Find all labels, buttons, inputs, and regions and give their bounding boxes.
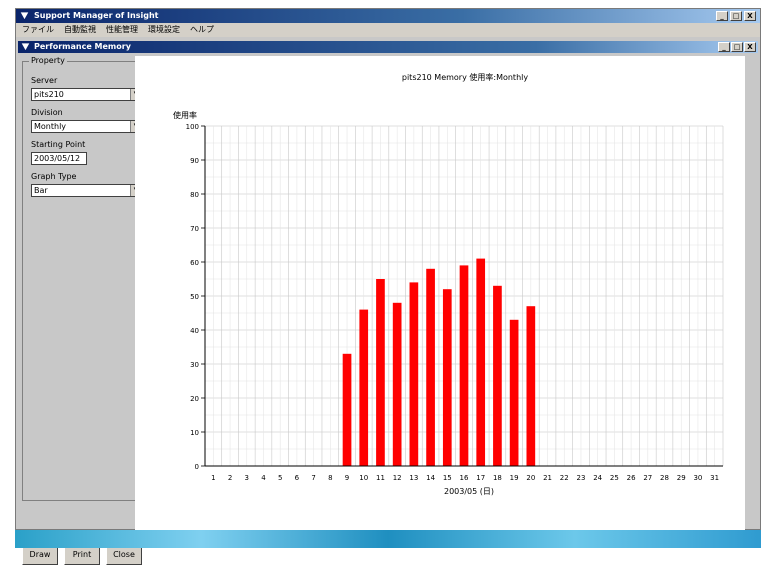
x-tick-label: 13 (409, 474, 418, 482)
starting-point-label: Starting Point (31, 140, 86, 149)
x-tick-label: 21 (543, 474, 552, 482)
bar-day-10 (359, 309, 369, 466)
y-tick-label: 80 (190, 191, 199, 199)
division-value: Monthly (34, 122, 67, 131)
bar-day-12 (392, 302, 402, 466)
y-tick-label: 70 (190, 225, 199, 233)
x-tick-label: 16 (460, 474, 469, 482)
division-label: Division (31, 108, 63, 117)
y-tick-label: 20 (190, 395, 199, 403)
server-value: pits210 (34, 90, 64, 99)
property-group-label: Property (29, 56, 67, 65)
menu-auto-monitor[interactable]: 自動監視 (64, 25, 96, 34)
close-window-button[interactable]: X (744, 11, 756, 21)
x-tick-label: 26 (627, 474, 636, 482)
bar-day-19 (509, 319, 519, 466)
x-tick-label: 22 (560, 474, 569, 482)
menu-file[interactable]: ファイル (22, 25, 54, 34)
x-tick-label: 18 (493, 474, 502, 482)
x-tick-label: 29 (677, 474, 686, 482)
menu-bar: ファイル 自動監視 性能管理 環境設定 ヘルプ (16, 23, 760, 37)
bar-day-11 (376, 279, 385, 466)
x-tick-label: 20 (526, 474, 535, 482)
x-tick-label: 12 (393, 474, 402, 482)
x-tick-label: 25 (610, 474, 619, 482)
starting-point-input[interactable]: 2003/05/12 (31, 152, 87, 165)
inner-minimize-button[interactable]: _ (718, 42, 730, 52)
x-axis-label: 2003/05 (日) (444, 487, 494, 496)
menu-performance[interactable]: 性能管理 (106, 25, 138, 34)
x-tick-label: 15 (443, 474, 452, 482)
y-tick-label: 40 (190, 327, 199, 335)
maximize-button[interactable]: □ (730, 11, 742, 21)
x-tick-label: 2 (228, 474, 232, 482)
y-tick-label: 0 (195, 463, 199, 471)
desktop-background-strip (15, 530, 761, 548)
x-tick-label: 6 (295, 474, 300, 482)
server-select[interactable]: pits210 ▼ (31, 88, 143, 101)
y-axis-label: 使用率 (173, 110, 197, 120)
x-tick-label: 8 (328, 474, 332, 482)
chart-title: pits210 Memory 使用率:Monthly (402, 72, 528, 82)
property-panel: Property Server pits210 ▼ Division Month… (18, 55, 144, 565)
chart-area: pits210 Memory 使用率:Monthly 使用率 2003/05 (… (135, 56, 745, 530)
x-tick-label: 23 (577, 474, 586, 482)
x-tick-label: 7 (311, 474, 315, 482)
division-select[interactable]: Monthly ▼ (31, 120, 143, 133)
y-tick-label: 10 (190, 429, 199, 437)
property-group: Property Server pits210 ▼ Division Month… (22, 56, 143, 501)
x-tick-label: 30 (693, 474, 702, 482)
server-label: Server (31, 76, 58, 85)
x-tick-label: 1 (211, 474, 215, 482)
x-tick-label: 17 (476, 474, 485, 482)
bar-day-13 (409, 282, 419, 466)
bar-day-16 (459, 265, 469, 466)
app-icon (19, 11, 30, 21)
window-icon (20, 42, 31, 52)
bar-day-14 (426, 268, 435, 466)
bar-day-15 (442, 289, 452, 466)
inner-title-bar[interactable]: Performance Memory _ □ X (18, 41, 758, 53)
x-tick-label: 3 (245, 474, 249, 482)
x-tick-label: 14 (426, 474, 435, 482)
x-tick-label: 28 (660, 474, 669, 482)
graph-type-select[interactable]: Bar ▼ (31, 184, 143, 197)
menu-help[interactable]: ヘルプ (190, 25, 214, 34)
menu-settings[interactable]: 環境設定 (148, 25, 180, 34)
bar-day-17 (476, 258, 486, 466)
x-tick-label: 19 (510, 474, 519, 482)
inner-close-button[interactable]: X (744, 42, 756, 52)
x-tick-label: 24 (593, 474, 602, 482)
bar-day-20 (526, 306, 536, 466)
inner-maximize-button[interactable]: □ (731, 42, 743, 52)
x-tick-label: 31 (710, 474, 719, 482)
x-tick-label: 9 (345, 474, 349, 482)
draw-button[interactable]: Draw (22, 545, 58, 565)
x-tick-label: 5 (278, 474, 282, 482)
x-tick-label: 4 (261, 474, 266, 482)
graph-type-value: Bar (34, 186, 48, 195)
x-tick-label: 27 (643, 474, 652, 482)
inner-title: Performance Memory (34, 42, 131, 51)
x-tick-label: 11 (376, 474, 385, 482)
bar-day-18 (493, 285, 502, 466)
minimize-button[interactable]: _ (716, 11, 728, 21)
y-tick-label: 60 (190, 259, 199, 267)
graph-type-label: Graph Type (31, 172, 77, 181)
app-title: Support Manager of Insight (34, 11, 159, 20)
print-button[interactable]: Print (64, 545, 100, 565)
y-tick-label: 50 (190, 293, 199, 301)
x-tick-label: 10 (359, 474, 368, 482)
y-tick-label: 100 (186, 123, 199, 131)
close-button[interactable]: Close (106, 545, 142, 565)
y-tick-label: 30 (190, 361, 199, 369)
memory-usage-chart: pits210 Memory 使用率:Monthly 使用率 2003/05 (… (173, 72, 724, 496)
app-title-bar[interactable]: Support Manager of Insight _ □ X (16, 9, 760, 23)
y-tick-label: 90 (190, 157, 199, 165)
bar-day-9 (342, 353, 352, 466)
